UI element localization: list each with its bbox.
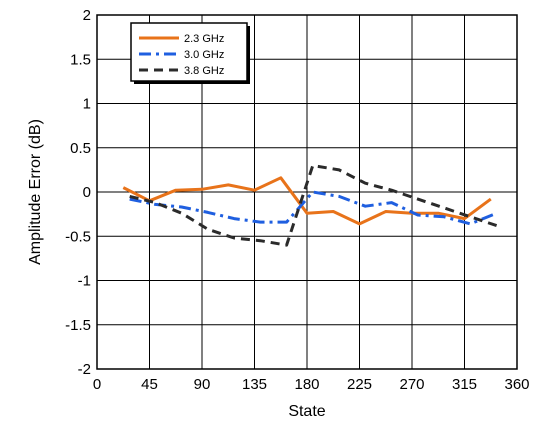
x-tick-label: 0: [93, 376, 101, 393]
y-tick-label: 1.5: [70, 51, 91, 68]
x-tick-label: 360: [504, 376, 529, 393]
legend-box: [130, 22, 248, 82]
x-tick-label: 180: [294, 376, 319, 393]
series-line-2-3-ghz: [122, 176, 492, 226]
x-axis-label: State: [288, 403, 325, 420]
series-line-3-0-ghz: [129, 190, 498, 226]
y-axis-label: Amplitude Error (dB): [27, 119, 44, 265]
legend-label: 3.8 GHz: [184, 65, 224, 77]
y-tick-label: 2: [83, 7, 91, 24]
x-tick-label: 45: [141, 376, 158, 393]
y-tick-label: -1.5: [65, 317, 91, 334]
series-line-3-8-ghz: [129, 164, 498, 247]
x-tick-label: 90: [194, 376, 211, 393]
y-tick-label: 0.5: [70, 140, 91, 157]
x-tick-label: 135: [242, 376, 267, 393]
plot-frame: [96, 14, 518, 370]
y-tick-label: -1: [78, 273, 91, 290]
x-tick-label: 315: [452, 376, 477, 393]
x-tick-label: 270: [399, 376, 424, 393]
y-tick-label: 0: [83, 184, 91, 201]
y-tick-label: 1: [83, 96, 91, 113]
y-tick-label: -0.5: [65, 228, 91, 245]
y-tick-label: -2: [78, 361, 91, 378]
series-lines: [122, 164, 498, 247]
legend-label: 3.0 GHz: [184, 49, 224, 61]
x-tick-label: 225: [347, 376, 372, 393]
legend-label: 2.3 GHz: [184, 33, 224, 45]
tick-labels: 0 45 90 135 180 225 270 315 360 2 1.5 1 0.5 0 -0.5 -1 -1…: [65, 7, 529, 393]
legend: 2.3 GHz 3.0 GHz 3.8 GHz: [130, 22, 250, 84]
